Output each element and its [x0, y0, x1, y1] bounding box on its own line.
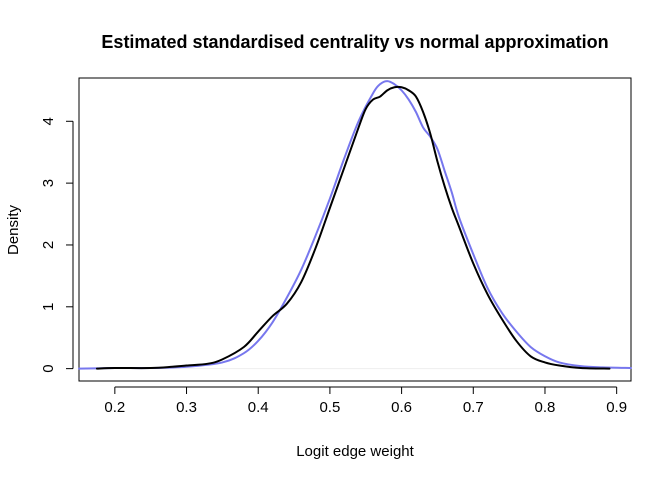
x-tick-label: 0.7 [463, 399, 484, 416]
x-tick-label: 0.3 [176, 399, 197, 416]
plot-frame [78, 77, 632, 382]
x-tick-label: 0.5 [319, 399, 340, 416]
x-tick-label: 0.6 [391, 399, 412, 416]
y-tick-label: 4 [40, 117, 57, 125]
x-tick-label: 0.4 [248, 399, 269, 416]
y-tick-label: 3 [40, 179, 57, 187]
x-tick-label: 0.2 [104, 399, 125, 416]
y-axis: 0 1 2 3 4 [40, 117, 74, 373]
x-tick-label: 0.9 [606, 399, 627, 416]
y-tick-label: 0 [40, 364, 57, 372]
chart-title: Estimated standardised centrality vs nor… [101, 32, 608, 52]
y-tick-label: 2 [40, 241, 57, 249]
y-axis-label: Density [5, 204, 22, 255]
series-layer [78, 80, 632, 370]
x-axis: 0.2 0.3 0.4 0.5 0.6 0.7 0.8 0.9 [104, 386, 627, 416]
x-axis-label: Logit edge weight [296, 443, 414, 460]
density-line-2 [95, 85, 611, 370]
x-tick-label: 0.8 [535, 399, 556, 416]
density-line-1 [78, 80, 632, 370]
y-tick-label: 1 [40, 303, 57, 311]
